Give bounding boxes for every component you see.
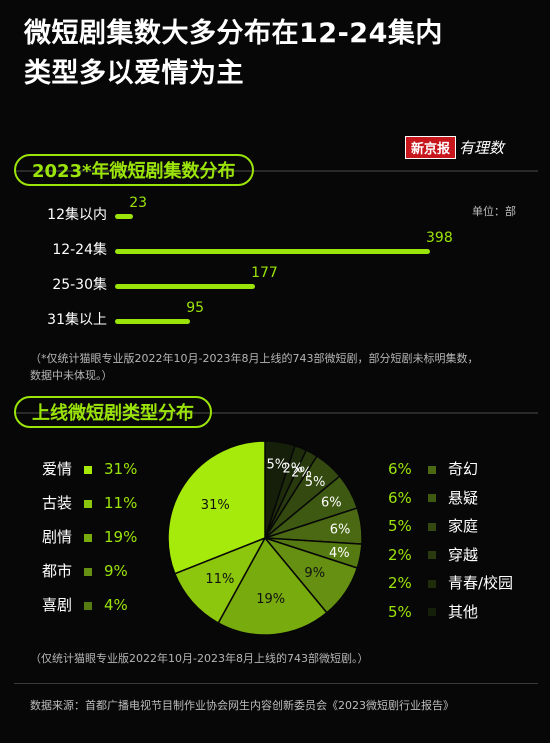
legend-swatch xyxy=(428,579,436,588)
pie-slice xyxy=(264,537,363,569)
unit-label: 单位：部 xyxy=(472,205,516,218)
legend-swatch xyxy=(428,494,436,502)
bar-category-label: 12-24集 xyxy=(52,242,107,258)
bar-note-line-1: （*仅统计猫眼专业版2022年10月-2023年8月上线的743部微短剧，部分短… xyxy=(30,352,479,365)
bar-value-label: 398 xyxy=(426,230,453,246)
legend-label: 爱情 xyxy=(42,460,73,478)
legend-value: 6% xyxy=(388,488,412,507)
bar-section-title: 2023*年微短剧集数分布 xyxy=(14,154,254,186)
legend-value: 5% xyxy=(388,602,412,621)
legend-value: 2% xyxy=(388,574,412,592)
pie-slice-label: 19% xyxy=(256,592,285,607)
pie-slice-label: 2% xyxy=(291,466,312,481)
legend-label: 古装 xyxy=(42,494,73,512)
footer-divider xyxy=(14,683,538,684)
legend-item: 6% 悬疑 xyxy=(388,487,478,508)
pie-slice-label: 6% xyxy=(330,523,351,538)
legend-value: 19% xyxy=(104,528,138,546)
legend-item: 6% 奇幻 xyxy=(388,458,478,479)
pie-slice-label: 31% xyxy=(201,498,230,513)
pie-slice-label: 4% xyxy=(329,546,350,561)
pie-section-divider xyxy=(14,412,538,414)
legend-item: 2% 穿越 xyxy=(388,544,478,565)
legend-label: 穿越 xyxy=(448,545,479,564)
legend-item: 5% 其他 xyxy=(388,601,478,622)
source-text: 数据来源：首都广播电视节目制作业协会网生内容创新委员会《2023微短剧行业报告》 xyxy=(30,699,454,712)
legend-item: 5% 家庭 xyxy=(388,515,478,536)
legend-item: 喜剧 4% xyxy=(42,594,128,615)
pie-slice-label: 5% xyxy=(305,475,326,490)
legend-label: 都市 xyxy=(42,562,73,580)
bar-note: （*仅统计猫眼专业版2022年10月-2023年8月上线的743部微短剧，部分短… xyxy=(30,350,478,384)
bar-value-label: 177 xyxy=(251,265,278,281)
bar-value-label: 23 xyxy=(129,195,148,211)
legend-swatch xyxy=(84,601,92,610)
legend-value: 6% xyxy=(388,460,412,478)
pie-note: （仅统计猫眼专业版2022年10月-2023年8月上线的743部微短剧。） xyxy=(30,652,369,665)
legend-label: 剧情 xyxy=(42,528,73,546)
pie-slice-label: 11% xyxy=(205,572,234,587)
legend-swatch xyxy=(428,465,436,474)
legend-swatch xyxy=(428,522,436,531)
legend-swatch xyxy=(84,533,92,542)
pie-slice xyxy=(264,455,341,539)
title-line-1: 微短剧集数大多分布在12-24集内 xyxy=(24,18,443,49)
legend-swatch xyxy=(428,608,436,616)
pie-slice xyxy=(167,440,266,575)
legend-value: 4% xyxy=(104,596,128,614)
legend-value: 11% xyxy=(104,494,138,512)
pie-slice-label: 9% xyxy=(304,566,325,581)
bar xyxy=(115,249,430,254)
legend-swatch xyxy=(84,499,92,508)
legend-value: 9% xyxy=(104,562,128,580)
pie-section-title: 上线微短剧类型分布 xyxy=(14,396,212,428)
pie-slice xyxy=(173,536,267,625)
legend-swatch xyxy=(428,551,436,559)
legend-item: 古装 11% xyxy=(42,492,137,513)
legend-value: 31% xyxy=(104,460,138,478)
page-title: 微短剧集数大多分布在12-24集内 类型多以爱情为主 xyxy=(24,14,443,94)
legend-label: 奇幻 xyxy=(448,460,479,478)
legend-label: 青春/校园 xyxy=(448,574,514,592)
pie-slice-label: 2% xyxy=(283,462,304,477)
pie-slice xyxy=(264,449,319,539)
pie-slice xyxy=(264,444,308,539)
legend-label: 悬疑 xyxy=(448,488,479,507)
bar-category-label: 12集以内 xyxy=(47,207,107,223)
logo: 新京报 有理数 xyxy=(405,136,504,159)
legend-swatch xyxy=(84,567,92,576)
logo-script: 有理数 xyxy=(459,139,505,157)
pie-slice xyxy=(262,536,359,614)
bar-section-divider xyxy=(14,170,538,172)
legend-item: 都市 9% xyxy=(42,560,128,581)
title-line-2: 类型多以爱情为主 xyxy=(24,58,244,89)
legend-value: 2% xyxy=(388,545,412,564)
pie-slice xyxy=(264,507,363,545)
legend-item: 爱情 31% xyxy=(42,458,137,479)
pie-slice xyxy=(264,440,296,539)
legend-swatch xyxy=(84,465,92,474)
bar xyxy=(115,214,134,219)
bar-note-line-2: 数据中未体现。） xyxy=(30,369,113,382)
legend-item: 2% 青春/校园 xyxy=(388,572,513,593)
bar-category-label: 31集以上 xyxy=(47,312,107,328)
bar xyxy=(115,284,256,289)
pie-slice xyxy=(217,536,328,636)
legend-label: 喜剧 xyxy=(42,596,73,614)
legend-label: 家庭 xyxy=(448,517,479,535)
legend-item: 剧情 19% xyxy=(42,526,137,547)
legend-value: 5% xyxy=(388,517,412,535)
logo-box: 新京报 xyxy=(405,136,457,159)
pie-slice xyxy=(264,475,359,539)
legend-label: 其他 xyxy=(448,602,479,621)
pie-slice-label: 5% xyxy=(267,457,288,472)
pie-slice-label: 6% xyxy=(321,496,342,511)
bar-category-label: 25-30集 xyxy=(52,277,107,293)
bar xyxy=(115,319,191,324)
bar-value-label: 95 xyxy=(186,300,205,316)
